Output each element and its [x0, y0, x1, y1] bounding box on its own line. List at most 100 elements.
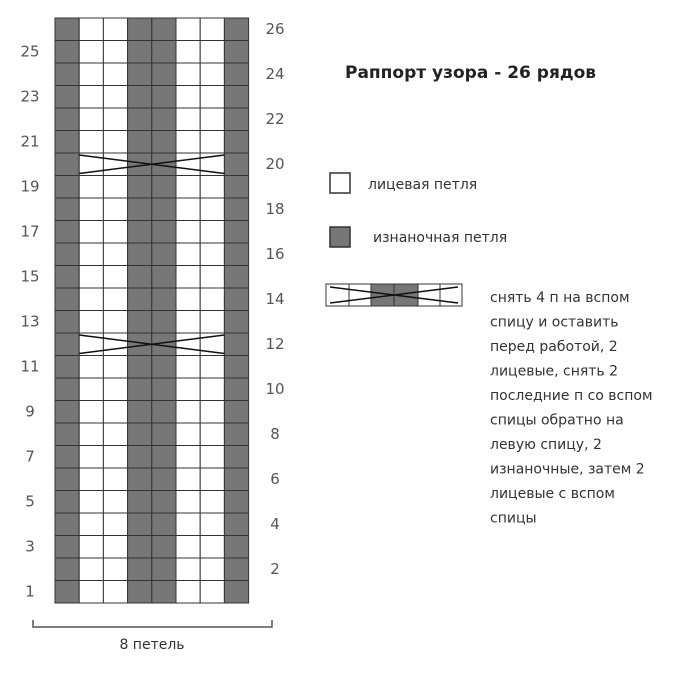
stitch-cell — [223, 400, 250, 424]
stitch-cell — [151, 197, 177, 221]
stitch-cell — [175, 197, 201, 221]
stitch-cell — [175, 85, 201, 109]
stitch-cell — [102, 265, 129, 289]
stitch-cell — [54, 580, 80, 604]
stitch-cell — [199, 355, 225, 379]
stitch-cell — [127, 400, 153, 424]
stitch-cell — [199, 422, 225, 446]
stitch-cell — [175, 310, 201, 334]
stitch-cell — [151, 535, 177, 559]
stitch-cell — [78, 85, 104, 109]
stitch-cell — [78, 287, 104, 311]
legend-cable-text: спицы обратно на — [490, 413, 624, 429]
stitch-cell — [151, 310, 177, 334]
legend-knit-swatch — [329, 172, 351, 194]
stitch-cell — [127, 85, 153, 109]
stitch-cell — [151, 85, 177, 109]
stitch-cell — [78, 445, 104, 469]
stitch-cell — [78, 175, 104, 199]
row-number: 26 — [265, 20, 284, 38]
stitch-cell — [175, 490, 201, 514]
row-number: 21 — [20, 132, 39, 150]
stitch-cell — [151, 62, 177, 86]
stitch-cell — [78, 242, 104, 266]
stitch-cell — [223, 17, 250, 41]
stitch-cell — [78, 130, 104, 154]
stitch-cell — [102, 422, 129, 446]
legend-cable-swatch — [325, 283, 463, 307]
stitch-cell — [54, 17, 80, 41]
stitch-cell — [199, 535, 225, 559]
stitch-cell — [54, 152, 80, 176]
stitch-cell — [127, 40, 153, 64]
stitch-cell — [78, 107, 104, 131]
stitch-cell — [54, 220, 80, 244]
stitch-cell — [199, 512, 225, 536]
stitch-cell — [223, 265, 250, 289]
stitch-cell — [127, 175, 153, 199]
legend-cable-text: снять 4 п на вспом — [490, 290, 630, 306]
stitch-cell — [127, 62, 153, 86]
stitch-cell — [199, 580, 225, 604]
stitch-cell — [102, 130, 129, 154]
stitch-cell — [127, 107, 153, 131]
stitch-cell — [175, 535, 201, 559]
stitch-cell — [223, 512, 250, 536]
stitch-cell — [54, 557, 80, 581]
row-number: 14 — [265, 290, 284, 308]
stitch-cell — [78, 580, 104, 604]
stitch-cell — [151, 287, 177, 311]
stitch-cell — [54, 377, 80, 401]
row-number: 12 — [265, 335, 284, 353]
stitch-cell — [78, 310, 104, 334]
stitch-cell — [199, 40, 225, 64]
stitch-cell — [54, 535, 80, 559]
stitch-cell — [54, 400, 80, 424]
stitch-cell — [54, 40, 80, 64]
stitch-cell — [199, 107, 225, 131]
stitch-cell — [151, 175, 177, 199]
stitch-cell — [127, 580, 153, 604]
stitch-cell — [223, 422, 250, 446]
stitch-cell — [151, 467, 177, 491]
stitch-cell — [199, 445, 225, 469]
row-number: 1 — [25, 582, 35, 600]
row-number: 10 — [265, 380, 284, 398]
stitch-cell — [127, 17, 153, 41]
row-number: 17 — [20, 222, 39, 240]
row-number: 25 — [20, 42, 39, 60]
stitch-cell — [199, 557, 225, 581]
row-number: 7 — [25, 447, 35, 465]
stitch-cell — [54, 490, 80, 514]
stitch-cell — [199, 400, 225, 424]
stitch-cell — [199, 175, 225, 199]
stitch-cell — [175, 152, 201, 176]
stitch-cell — [78, 355, 104, 379]
row-number: 4 — [270, 515, 280, 533]
stitch-cell — [223, 535, 250, 559]
stitch-cell — [102, 287, 129, 311]
stitch-cell — [127, 422, 153, 446]
stitch-cell — [78, 62, 104, 86]
row-number: 19 — [20, 177, 39, 195]
stitch-cell — [54, 310, 80, 334]
cable-line — [79, 334, 225, 355]
stitch-cell — [78, 40, 104, 64]
stitch-cell — [175, 580, 201, 604]
stitch-cell — [54, 287, 80, 311]
cable-line — [79, 154, 225, 175]
stitch-cell — [175, 40, 201, 64]
row-number: 18 — [265, 200, 284, 218]
row-number: 22 — [265, 110, 284, 128]
stitch-cell — [175, 355, 201, 379]
stitch-cell — [199, 220, 225, 244]
width-bracket — [32, 620, 273, 628]
legend-cable-text: последние п со вспом — [490, 388, 653, 404]
stitch-cell — [127, 130, 153, 154]
stitch-cell — [151, 512, 177, 536]
legend-cable-text: перед работой, 2 — [490, 339, 618, 355]
stitch-cell — [175, 265, 201, 289]
stitch-cell — [223, 40, 250, 64]
row-number: 23 — [20, 87, 39, 105]
stitch-cell — [199, 85, 225, 109]
